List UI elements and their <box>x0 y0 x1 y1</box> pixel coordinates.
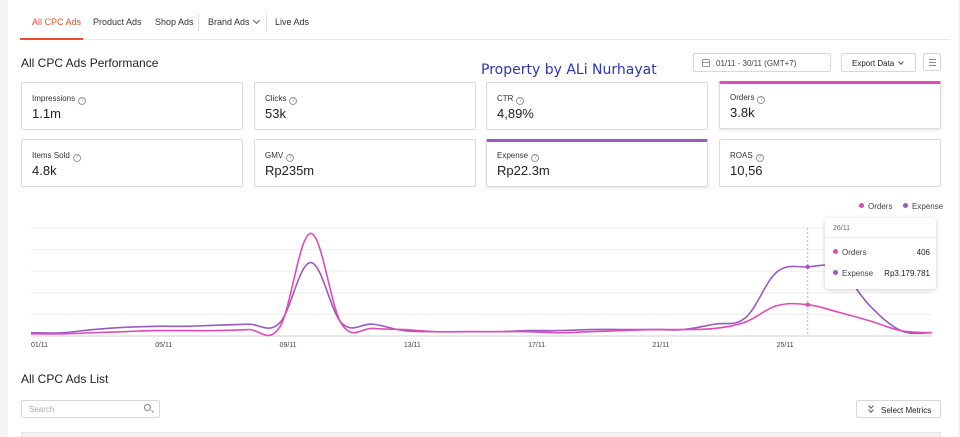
legend-label: Expense <box>912 202 944 211</box>
metric-value: 4.8k <box>32 163 57 178</box>
watermark-text: Property by ALi Nurhayat <box>481 62 657 78</box>
export-label: Export Data <box>852 59 895 68</box>
select-metrics-button[interactable]: Select Metrics <box>856 400 941 418</box>
tab-divider <box>266 14 267 31</box>
metric-value: Rp235m <box>265 163 315 178</box>
metric-label: Expense <box>497 151 529 160</box>
search-icon[interactable] <box>144 404 151 411</box>
tab-label: Live Ads <box>275 17 310 27</box>
metric-value: 1.1m <box>32 106 61 121</box>
x-tick-label: 05/11 <box>155 342 172 349</box>
metric-card-impressions[interactable]: Impressions? 1.1m <box>21 82 243 130</box>
metric-value: 4,89% <box>497 106 534 121</box>
tooltip-value: Rp3.179.781 <box>884 269 930 278</box>
hover-point-expense <box>805 264 810 270</box>
tab-brand-ads[interactable]: Brand Ads <box>208 16 260 27</box>
metric-card-roas[interactable]: ROAS? 10,56 <box>719 139 941 187</box>
series-line-expense <box>30 261 933 335</box>
tooltip-row-expense: Expense Rp3.179.781 <box>833 269 930 278</box>
series-line-orders <box>30 232 933 337</box>
tooltip-value: 406 <box>916 248 930 257</box>
help-icon: ? <box>516 97 525 105</box>
tooltip-dot <box>833 249 838 254</box>
help-icon: ? <box>757 96 766 104</box>
legend-dot <box>859 203 864 208</box>
active-tab-indicator <box>20 38 83 40</box>
metric-label: Clicks <box>265 94 287 103</box>
tab-live-ads[interactable]: Live Ads <box>275 17 309 27</box>
chart-menu-button[interactable] <box>923 53 941 71</box>
ads-table-header <box>21 432 941 437</box>
metric-label: Impressions <box>32 94 76 103</box>
hover-point-orders <box>805 302 810 307</box>
tab-label: Brand Ads <box>208 17 250 27</box>
metric-label: Items Sold <box>32 151 70 160</box>
date-range-picker[interactable]: 01/11 - 30/11 (GMT+7) <box>693 53 831 72</box>
tooltip-dot <box>833 270 838 275</box>
metric-label: Orders <box>730 93 755 102</box>
tab-shop-ads[interactable]: Shop Ads <box>155 17 194 27</box>
calendar-icon <box>702 59 710 67</box>
tooltip-label: Orders <box>842 248 867 257</box>
tab-divider <box>198 14 199 31</box>
legend-item-expense[interactable]: Expense <box>903 202 943 211</box>
tab-label: Shop Ads <box>155 17 194 27</box>
tab-product-ads[interactable]: Product Ads <box>93 17 142 27</box>
help-icon: ? <box>755 154 764 162</box>
chart-tooltip: 26/11 Orders 406 Expense Rp3.179.781 <box>825 218 936 289</box>
legend-item-orders[interactable]: Orders <box>859 202 892 211</box>
double-chevron-down-icon <box>868 403 874 414</box>
metric-card-ctr[interactable]: CTR? 4,89% <box>486 82 708 130</box>
legend-label: Orders <box>868 202 893 211</box>
metric-card-clicks[interactable]: Clicks? 53k <box>254 82 476 130</box>
select-metrics-label: Select Metrics <box>881 406 932 415</box>
metric-card-items-sold[interactable]: Items Sold? 4.8k <box>21 139 243 187</box>
x-tick-label: 09/11 <box>280 342 297 349</box>
metric-label: ROAS <box>730 151 753 160</box>
metric-value: 10,56 <box>730 163 763 178</box>
metric-card-expense[interactable]: Expense? Rp22.3m <box>486 139 708 187</box>
ad-type-tabs: All CPC Ads Product Ads Shop Ads Brand A… <box>20 0 950 40</box>
legend-dot <box>903 203 908 208</box>
tooltip-date: 26/11 <box>833 225 850 232</box>
performance-line-chart[interactable]: 01/11 05/11 09/11 13/11 17/11 21/11 25/11 <box>8 0 958 360</box>
metric-value: 53k <box>265 106 286 121</box>
metric-value: 3.8k <box>730 105 755 120</box>
help-icon: ? <box>289 97 298 105</box>
tooltip-label: Expense <box>842 269 874 278</box>
tab-all-cpc-ads[interactable]: All CPC Ads <box>32 17 81 27</box>
performance-title: All CPC Ads Performance <box>21 56 159 70</box>
tab-label: All CPC Ads <box>32 17 82 27</box>
date-range-value: 01/11 - 30/11 (GMT+7) <box>716 59 797 68</box>
metric-value: Rp22.3m <box>497 163 550 178</box>
help-icon: ? <box>78 97 87 105</box>
ads-dashboard-panel: All CPC Ads Product Ads Shop Ads Brand A… <box>8 0 958 437</box>
metric-card-orders[interactable]: Orders? 3.8k <box>719 81 941 129</box>
x-tick-label: 21/11 <box>652 342 669 349</box>
list-title: All CPC Ads List <box>21 372 109 386</box>
help-icon: ? <box>531 154 540 162</box>
help-icon: ? <box>72 154 81 162</box>
x-tick-label: 25/11 <box>777 342 794 349</box>
tab-label: Product Ads <box>93 17 142 27</box>
x-tick-label: 13/11 <box>404 342 421 349</box>
search-input[interactable] <box>21 400 160 418</box>
help-icon: ? <box>286 154 295 162</box>
metric-label: CTR <box>497 94 514 103</box>
x-tick-label: 17/11 <box>528 342 545 349</box>
menu-icon <box>929 59 936 60</box>
x-tick-label: 01/11 <box>31 342 48 349</box>
export-data-button[interactable]: Export Data <box>841 53 916 72</box>
metric-label: GMV <box>265 151 284 160</box>
tooltip-row-orders: Orders 406 <box>833 248 930 257</box>
metric-card-gmv[interactable]: GMV? Rp235m <box>254 139 476 187</box>
